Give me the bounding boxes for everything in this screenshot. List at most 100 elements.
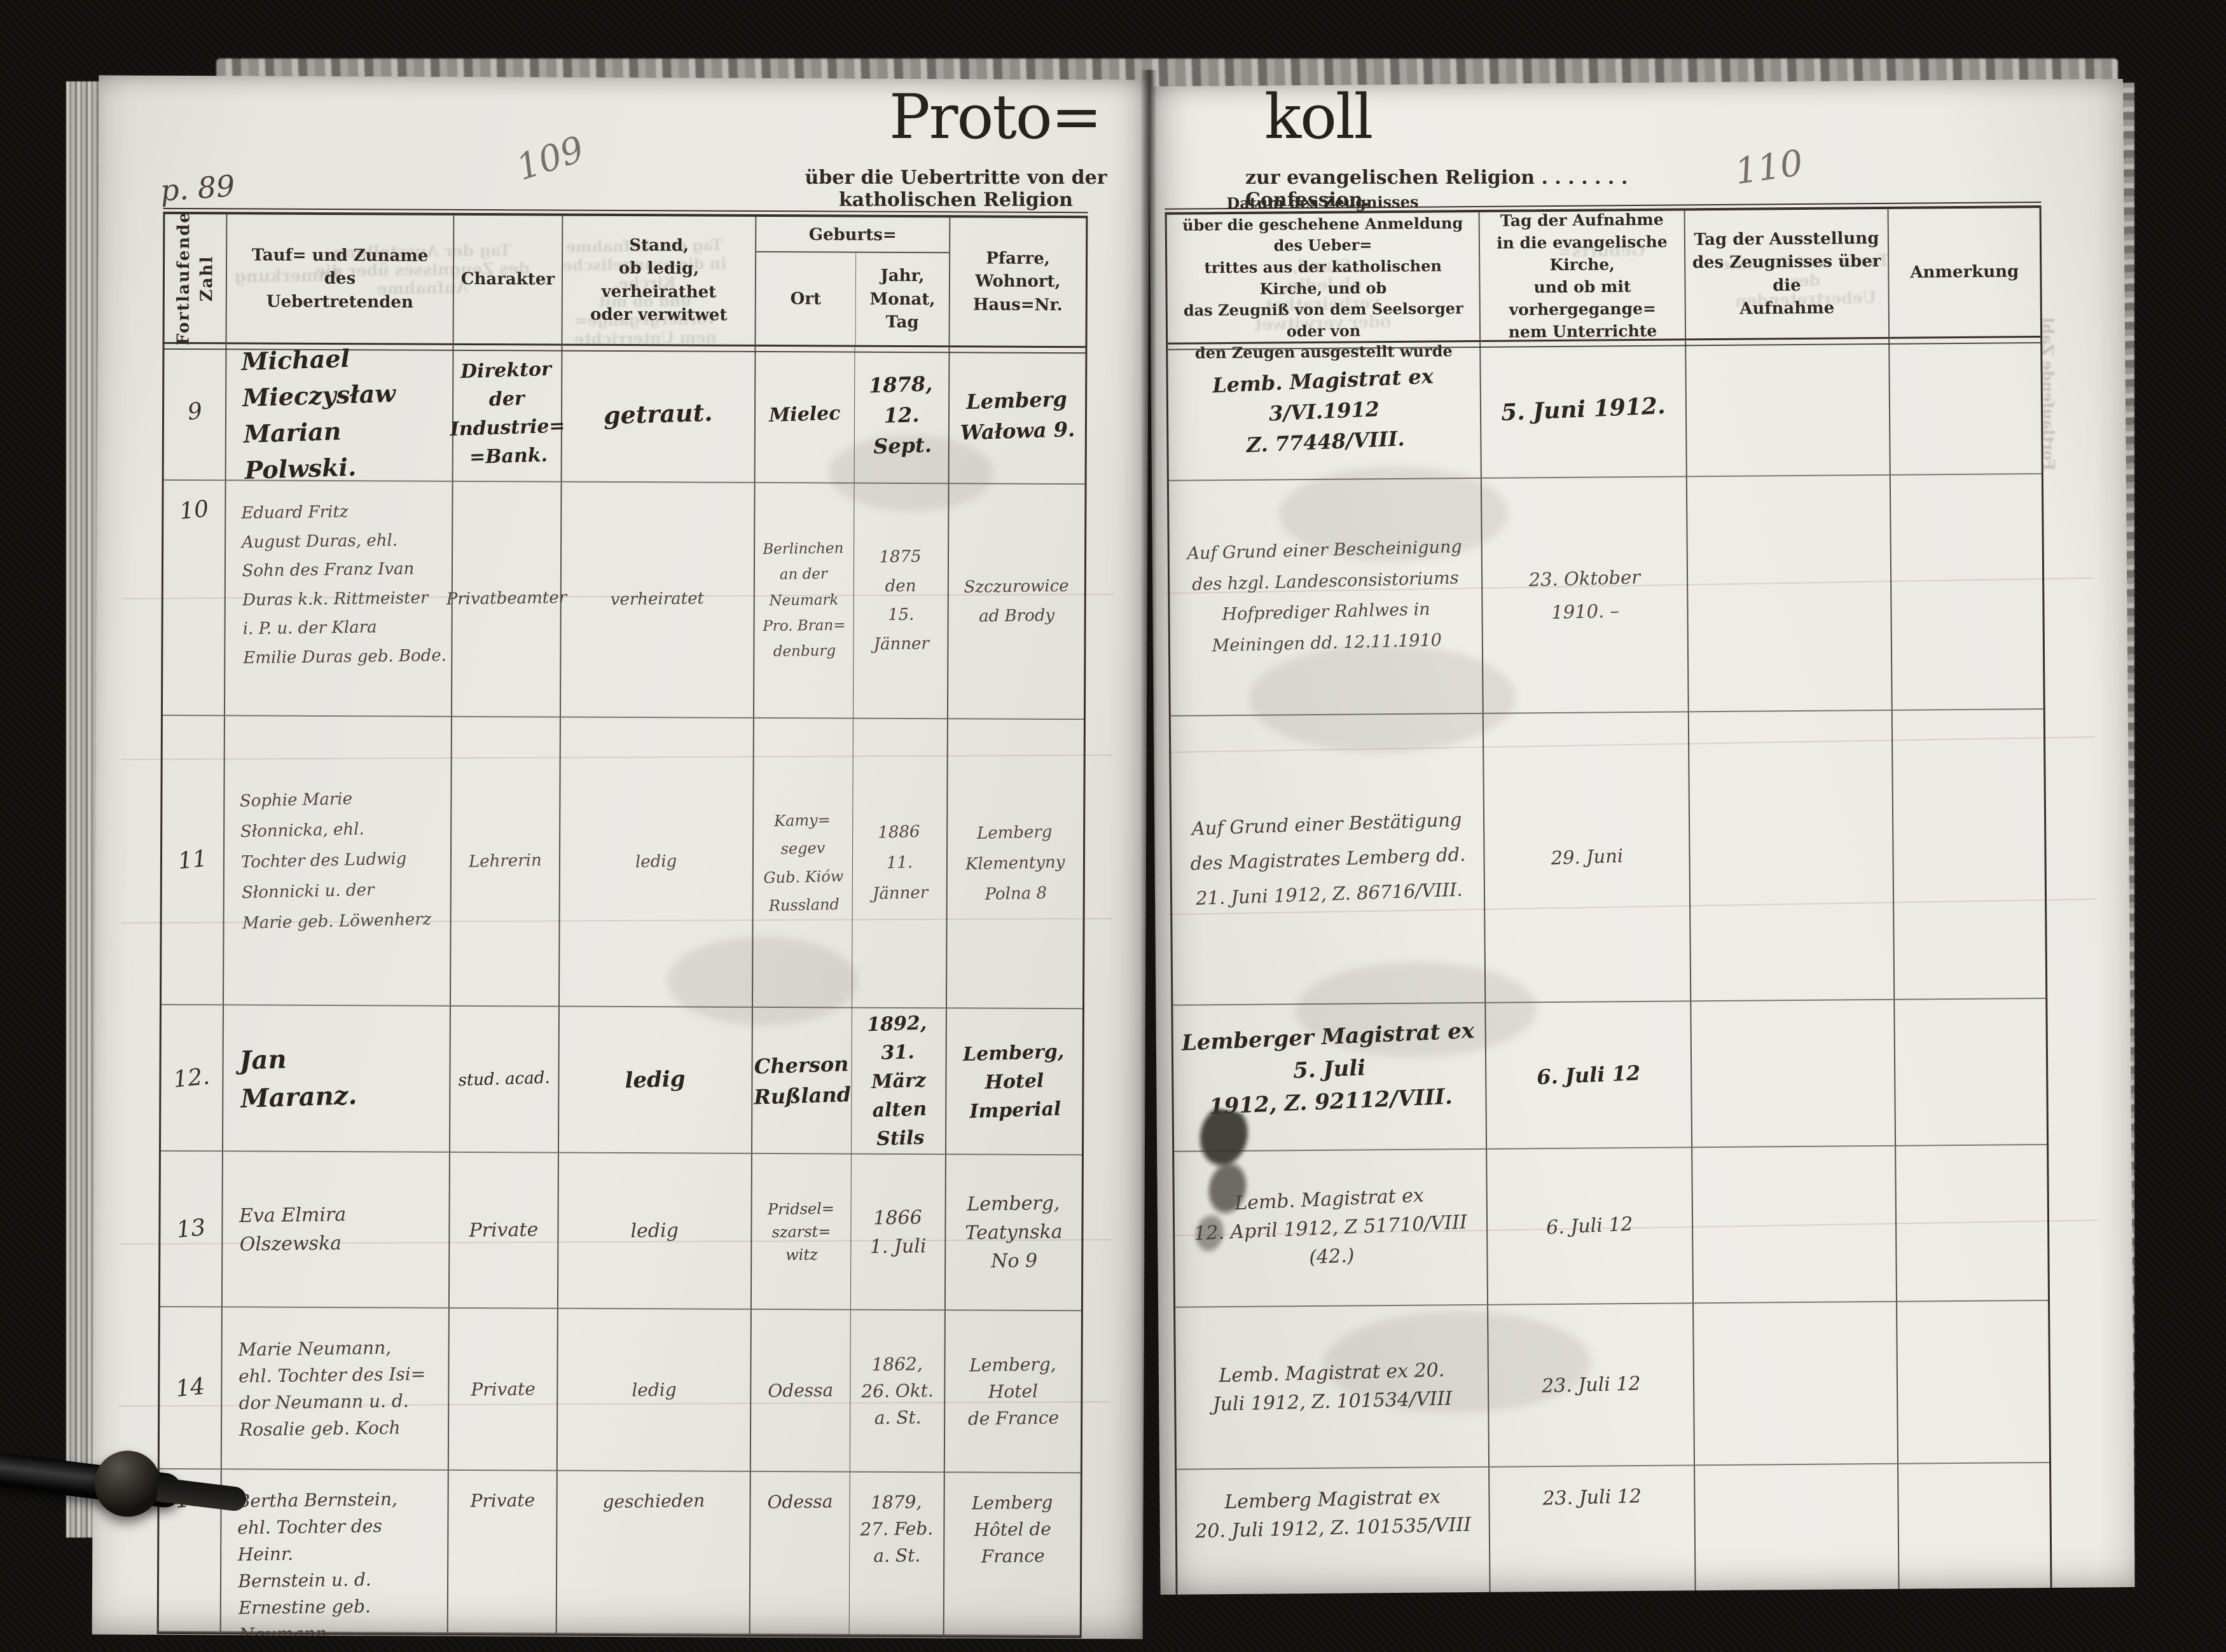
zeugnis-entry: Auf Grund einer Bescheinigung des hzgl. … — [1187, 537, 1462, 656]
cell-aufnahme: 23. Juli 12 — [1488, 1304, 1696, 1468]
aufnahme-entry: 6. Juli 12 — [1536, 1061, 1641, 1090]
header-datum-zeugnis: Datum des Zeugnisses über die geschehene… — [1166, 193, 1481, 362]
page-title-right-part: koll — [1264, 81, 1373, 153]
cell-aufnahme: 6. Juli 12 — [1486, 1002, 1693, 1150]
row-number: 12. — [172, 1063, 212, 1093]
header-label: Tag der Aufnahme in die evangelische Kir… — [1497, 210, 1668, 341]
cell-pfarre: Lemberg Hôtel de France — [944, 1473, 1081, 1637]
datum-entry: 1886 11. Jänner — [872, 822, 929, 904]
cell-pfarre: Lemberg, Hotel de France — [944, 1311, 1081, 1474]
subtitle-right: zur evangelischen Religion . . . . . . .… — [1245, 167, 1628, 211]
cell-anmerkung — [1896, 1145, 2049, 1302]
cell-ausstellung — [1686, 338, 1891, 478]
zeugnis-entry: Auf Grund einer Bestätigung des Magistra… — [1189, 808, 1466, 909]
pen-tip — [156, 1477, 248, 1513]
cell-stand: ledig — [558, 1153, 752, 1310]
cell-geburtsdatum: 1886 11. Jänner — [852, 719, 948, 1009]
cell-pfarre: Lemberg Wałowa 9. — [949, 347, 1086, 485]
cell-pfarre: Szczurowice ad Brody — [948, 484, 1085, 720]
stand-entry: getraut. — [603, 397, 714, 430]
cell-aufnahme: 23. Oktober 1910. – — [1481, 477, 1689, 714]
cell-zeugnis: Lemb. Magistrat ex 20. Juli 1912, Z. 101… — [1175, 1305, 1490, 1470]
header-label: Pfarre, Wohnort, Haus=Nr. — [972, 249, 1063, 315]
header-label: Tag der Ausstellung des Zeugnisses über … — [1692, 228, 1881, 319]
datum-entry: 1879, 27. Feb. a. St. — [860, 1491, 934, 1567]
cell-charakter: Private — [449, 1152, 559, 1309]
cell-stand: ledig — [558, 1007, 753, 1154]
aufnahme-entry: 23. Oktober 1910. – — [1528, 566, 1641, 623]
datum-entry: 1875 den 15. Jänner — [873, 547, 929, 654]
header-geburts: Geburts= Ort Jahr, Monat, Tag — [756, 216, 951, 348]
cell-charakter: Private — [448, 1470, 558, 1634]
cell-ausstellung — [1689, 710, 1895, 1002]
header-pfarre-wohnort: Pfarre, Wohnort, Haus=Nr. — [950, 217, 1086, 348]
cell-anmerkung — [1892, 709, 2046, 1000]
pfarre-entry: Lemberg, Teatynska No 9 — [965, 1192, 1063, 1273]
charakter-entry: Direktor der Industrie= =Bank. — [450, 357, 566, 469]
cell-aufnahme: 23. Juli 12 — [1490, 1466, 1697, 1595]
stand-entry: ledig — [625, 1066, 686, 1094]
header-ort: Ort — [756, 252, 857, 345]
cell-aufnahme: 29. Juni — [1483, 712, 1692, 1003]
header-geburts-sub: Ort Jahr, Monat, Tag — [756, 252, 950, 345]
name-entry: Marie Neumann, ehl. Tochter des Isi= dor… — [238, 1337, 426, 1440]
left-page: Tag der Ausstellung des Zeugnisses über … — [92, 75, 1150, 1639]
page-number-pencil-right: 110 — [1732, 142, 1806, 193]
cell-ausstellung — [1694, 1302, 1899, 1466]
header-tauf-und-zuname: Tauf= und Zuname des Uebertretenden — [226, 214, 455, 345]
cell-pfarre: Lemberg, Hotel Imperial — [946, 1008, 1082, 1156]
cell-geburtsort: Pridsel= szarst= witz — [751, 1153, 852, 1311]
name-entry: Michael Mieczysław Marian Polwski. — [240, 343, 396, 485]
stand-entry: verheiratet — [610, 589, 705, 610]
cell-anmerkung — [1897, 1300, 2050, 1464]
cell-zeugnis: Auf Grund einer Bescheinigung des hzgl. … — [1168, 478, 1484, 717]
pfarre-entry: Lemberg, Hotel de France — [967, 1353, 1060, 1429]
cell-stand: verheiratet — [560, 482, 756, 719]
cell-aufnahme: 5. Juni 1912. — [1481, 340, 1687, 479]
ort-entry: Kamy= segev Gub. Kiów Russland — [763, 811, 844, 915]
header-label: Fortlaufende Zahl — [174, 210, 217, 346]
pen-knob — [90, 1447, 165, 1521]
cell-charakter: stud. acad. — [450, 1006, 560, 1153]
cell-pfarre: Lemberg, Teatynska No 9 — [945, 1155, 1082, 1312]
cell-zahl: 9 — [163, 343, 227, 481]
cell-zahl: 10 — [162, 480, 226, 717]
row-number: 11 — [177, 845, 209, 875]
cell-geburtsort: Kamy= segev Gub. Kiów Russland — [752, 718, 854, 1008]
cell-charakter: Lehrerin — [450, 717, 561, 1007]
pfarre-entry: Lemberg, Hotel Imperial — [962, 1040, 1065, 1123]
cell-name: Eva Elmira Olszewska — [222, 1152, 450, 1309]
charakter-entry: Lehrerin — [468, 851, 543, 872]
cell-geburtsdatum: 1862, 26. Okt. a. St. — [850, 1310, 946, 1473]
stand-entry: ledig — [630, 1219, 679, 1242]
name-entry: Sophie Marie Słonnicka, ehl. Tochter des… — [239, 789, 432, 933]
aufnahme-entry: 23. Juli 12 — [1542, 1485, 1642, 1510]
cell-geburtsdatum: 1879, 27. Feb. a. St. — [849, 1472, 945, 1636]
stand-entry: ledig — [631, 1379, 677, 1401]
cell-geburtsdatum: 1875 den 15. Jänner — [853, 483, 950, 720]
subtitle-left: über die Uebertritte von der katholische… — [805, 167, 1107, 211]
charakter-entry: Private — [470, 1378, 536, 1400]
ort-entry: Pridsel= szarst= witz — [767, 1199, 835, 1264]
cell-charakter: Direktor der Industrie= =Bank. — [450, 345, 565, 483]
cell-ausstellung — [1692, 1146, 1898, 1304]
cell-zeugnis: Auf Grund einer Bestätigung des Magistra… — [1170, 713, 1486, 1006]
datum-entry: 1866 1. Juli — [869, 1206, 927, 1258]
cell-stand: ledig — [559, 717, 754, 1008]
cell-anmerkung — [1890, 337, 2042, 476]
aufnahme-entry: 6. Juli 12 — [1545, 1213, 1634, 1239]
header-label: Stand, ob ledig, verheirathet oder verwi… — [590, 235, 728, 325]
stand-entry: ledig — [635, 851, 677, 872]
aufnahme-entry: 29. Juni — [1550, 844, 1624, 869]
header-fortlaufende-zahl: Fortlaufende Zahl — [164, 210, 228, 346]
cell-geburtsort: Odessa — [750, 1309, 851, 1473]
cell-ausstellung — [1691, 1000, 1897, 1148]
cell-charakter: Private — [448, 1308, 558, 1471]
cell-zeugnis: Lemb. Magistrat ex 3/VI.1912 Z. 77448/VI… — [1168, 341, 1482, 481]
charakter-entry: Private — [469, 1218, 539, 1242]
cell-stand: geschieden — [556, 1471, 751, 1635]
cell-geburtsort: Mielec — [755, 346, 855, 484]
header-stand: Stand, ob ledig, verheirathet oder verwi… — [562, 216, 757, 347]
datum-entry: 1878, 12. Sept. — [868, 371, 933, 458]
